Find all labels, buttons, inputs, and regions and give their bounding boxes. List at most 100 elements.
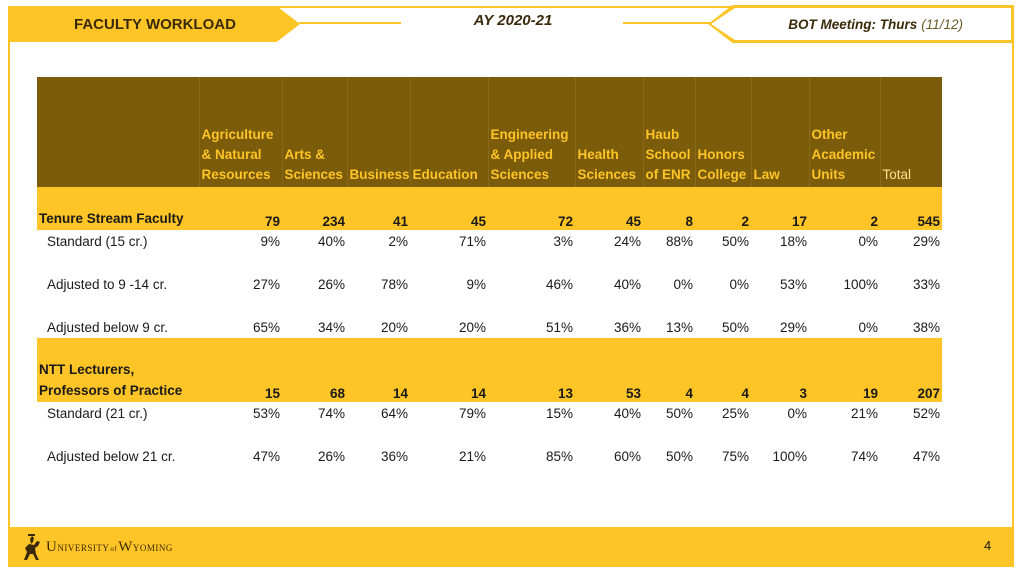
- row-spacer: [37, 295, 942, 316]
- section-tab: FACULTY WORKLOAD: [8, 6, 300, 42]
- column-header: Total: [879, 77, 942, 187]
- section-count-cell: 4: [643, 338, 695, 402]
- percent-cell: 79%: [458, 405, 486, 421]
- percent-cell: 21%: [458, 448, 486, 464]
- percent-cell: 50%: [721, 319, 749, 335]
- row-label: Adjusted below 9 cr.: [47, 319, 168, 335]
- section-label: NTT Lecturers, Professors of Practice: [37, 338, 199, 402]
- section-count-cell: 545: [880, 187, 942, 230]
- footer-bar: [8, 527, 1014, 567]
- bucking-horse-icon: [24, 534, 40, 560]
- column-header-line: Sciences: [284, 167, 344, 182]
- percent-cell: 50%: [665, 405, 693, 421]
- percent-cell: 36%: [613, 319, 641, 335]
- column-header: Other Academic Units: [808, 77, 880, 187]
- university-logo: UNIVERSITYofWYOMING: [20, 531, 173, 563]
- percent-cell: 52%: [912, 405, 940, 421]
- column-header-line: Units: [811, 167, 846, 182]
- section-count-cell: 45: [575, 187, 643, 230]
- meeting-tab: BOT Meeting: Thurs (11/12): [711, 8, 1011, 40]
- percent-cell: 40%: [317, 233, 345, 249]
- section-count-cell: 14: [347, 338, 410, 402]
- section-total-row: NTT Lecturers, Professors of Practice 15 6…: [37, 338, 942, 402]
- percent-cell: 0%: [858, 233, 878, 249]
- column-header: Honors College: [694, 77, 751, 187]
- table-row: Adjusted below 9 cr. 65% 34% 20% 20% 51% 36% 13…: [37, 316, 942, 338]
- percent-cell: 15%: [545, 405, 573, 421]
- column-header: Health Sciences: [574, 77, 643, 187]
- meeting-label: BOT Meeting: Thurs: [788, 16, 918, 32]
- section-label: Tenure Stream Faculty: [37, 187, 199, 230]
- percent-cell: 85%: [545, 448, 573, 464]
- percent-cell: 100%: [772, 448, 807, 464]
- column-header: Engineering & Applied Sciences: [487, 77, 575, 187]
- row-label: Adjusted below 21 cr.: [47, 448, 176, 464]
- percent-cell: 46%: [545, 276, 573, 292]
- column-header: Education: [409, 77, 488, 187]
- column-header: Haub School of ENR: [642, 77, 695, 187]
- percent-cell: 26%: [317, 276, 345, 292]
- section-count-cell: 234: [282, 187, 347, 230]
- column-header-line: Business: [349, 167, 410, 182]
- section-count-cell: 72: [488, 187, 575, 230]
- section-count-cell: 8: [643, 187, 695, 230]
- section-count-cell: 4: [695, 338, 751, 402]
- section-count-cell: 14: [410, 338, 488, 402]
- percent-cell: 0%: [858, 319, 878, 335]
- percent-cell: 100%: [843, 276, 878, 292]
- percent-cell: 60%: [613, 448, 641, 464]
- percent-cell: 29%: [912, 233, 940, 249]
- table-row: Standard (15 cr.) 9% 40% 2% 71% 3% 24% 88% 50% 18…: [37, 230, 942, 252]
- section-count-cell: 17: [751, 187, 809, 230]
- section-count-cell: 45: [410, 187, 488, 230]
- faculty-workload-table: Agriculture & Natural Resources Arts & Scien…: [37, 77, 942, 467]
- section-count-cell: 13: [488, 338, 575, 402]
- section-count-cell: 68: [282, 338, 347, 402]
- percent-cell: 34%: [317, 319, 345, 335]
- percent-cell: 71%: [458, 233, 486, 249]
- percent-cell: 20%: [458, 319, 486, 335]
- percent-cell: 51%: [545, 319, 573, 335]
- percent-cell: 47%: [912, 448, 940, 464]
- percent-cell: 88%: [665, 233, 693, 249]
- percent-cell: 78%: [380, 276, 408, 292]
- column-header: Business: [346, 77, 410, 187]
- percent-cell: 47%: [252, 448, 280, 464]
- row-spacer: [37, 424, 942, 445]
- percent-cell: 0%: [729, 276, 749, 292]
- column-header-line: & Applied: [490, 147, 554, 162]
- section-total-row: Tenure Stream Faculty 79 234 41 45 72 45 8 2 17 2 5…: [37, 187, 942, 230]
- percent-cell: 3%: [553, 233, 573, 249]
- academic-year-title: AY 2020-21: [473, 12, 553, 29]
- percent-cell: 38%: [912, 319, 940, 335]
- section-count-cell: 41: [347, 187, 410, 230]
- column-header-line: Resources: [201, 167, 271, 182]
- column-header-line: School: [645, 147, 691, 162]
- percent-cell: 24%: [613, 233, 641, 249]
- section-count-cell: 79: [199, 187, 282, 230]
- section-count-cell: 15: [199, 338, 282, 402]
- header-divider-left: [299, 22, 401, 24]
- column-header-line: Law: [753, 167, 780, 182]
- percent-cell: 50%: [665, 448, 693, 464]
- percent-cell: 20%: [380, 319, 408, 335]
- section-title: FACULTY WORKLOAD: [74, 15, 236, 33]
- percent-cell: 53%: [252, 405, 280, 421]
- column-header-line: Health: [577, 147, 619, 162]
- percent-cell: 40%: [613, 405, 641, 421]
- percent-cell: 0%: [787, 405, 807, 421]
- column-header-line: Academic: [811, 147, 876, 162]
- column-header: Agriculture & Natural Resources: [198, 77, 282, 187]
- percent-cell: 64%: [380, 405, 408, 421]
- percent-cell: 13%: [665, 319, 693, 335]
- column-header: Arts & Sciences: [281, 77, 347, 187]
- percent-cell: 53%: [779, 276, 807, 292]
- section-count-cell: 2: [695, 187, 751, 230]
- column-header-line: Education: [412, 167, 478, 182]
- row-label: Adjusted to 9 -14 cr.: [47, 276, 168, 292]
- column-header-line: Total: [882, 167, 912, 182]
- row-label: Standard (21 cr.): [47, 405, 148, 421]
- page-number: 4: [984, 538, 992, 553]
- meeting-date: (11/12): [921, 16, 963, 32]
- percent-cell: 29%: [779, 319, 807, 335]
